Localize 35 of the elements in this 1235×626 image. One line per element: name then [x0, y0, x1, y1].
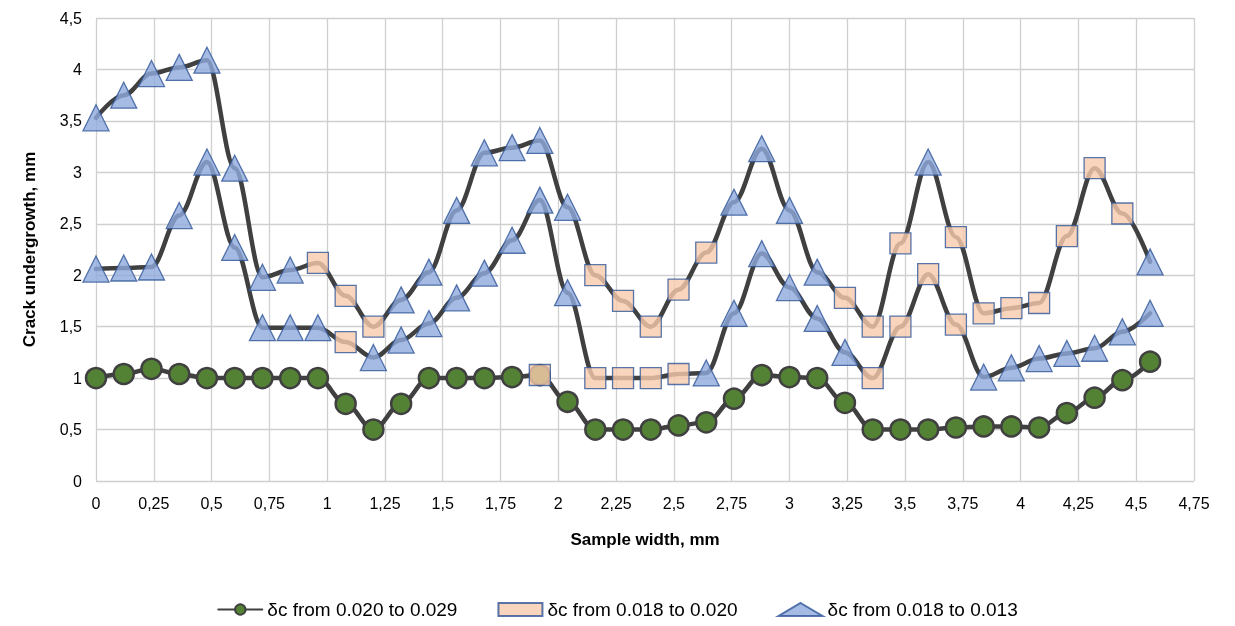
x-tick-label: 4,75	[1178, 494, 1210, 512]
x-tick-label: 1,25	[369, 494, 401, 512]
x-tick-label: 1,75	[484, 494, 517, 512]
y-axis-title: Crack undergrowth, mm	[20, 151, 39, 348]
x-tick-label: 3	[785, 494, 795, 512]
legend-label: δc from 0.018 to 0.020	[547, 599, 738, 620]
x-tick-label: 4,5	[1125, 494, 1148, 512]
y-tick-label: 0,5	[59, 421, 83, 439]
x-tick-label: 0,5	[200, 494, 223, 512]
x-tick-label: 2,25	[600, 494, 632, 512]
y-tick-label: 4,5	[59, 9, 83, 27]
x-tick-label: 2,5	[662, 494, 686, 512]
x-tick-label: 2	[553, 494, 563, 512]
x-tick-label: 0	[91, 494, 101, 512]
x-tick-label: 3,25	[831, 494, 863, 512]
y-tick-label: 0	[73, 472, 83, 490]
x-tick-label: 4	[1016, 494, 1026, 512]
x-tick-label: 1	[322, 494, 332, 512]
y-tick-label: 3,5	[59, 112, 83, 130]
x-tick-label: 0,75	[253, 494, 286, 512]
legend-label: δc from 0.020 to 0.029	[267, 599, 458, 620]
x-tick-label: 3,75	[947, 494, 979, 512]
y-tick-label: 3	[73, 163, 83, 181]
x-tick-label: 4,25	[1062, 494, 1095, 512]
x-tick-label: 0,25	[138, 494, 170, 512]
y-tick-label: 2,5	[59, 215, 83, 233]
y-tick-label: 1,5	[59, 318, 83, 336]
y-tick-label: 2	[73, 266, 83, 284]
y-tick-label: 4	[73, 60, 83, 78]
x-axis-title: Sample width, mm	[570, 530, 720, 549]
x-tick-label: 3,5	[893, 494, 917, 512]
legend-label: δc from 0.018 to 0.013	[827, 599, 1018, 620]
x-tick-label: 2,75	[716, 494, 748, 512]
x-tick-label: 1,5	[431, 494, 454, 512]
y-tick-label: 1	[73, 369, 83, 387]
